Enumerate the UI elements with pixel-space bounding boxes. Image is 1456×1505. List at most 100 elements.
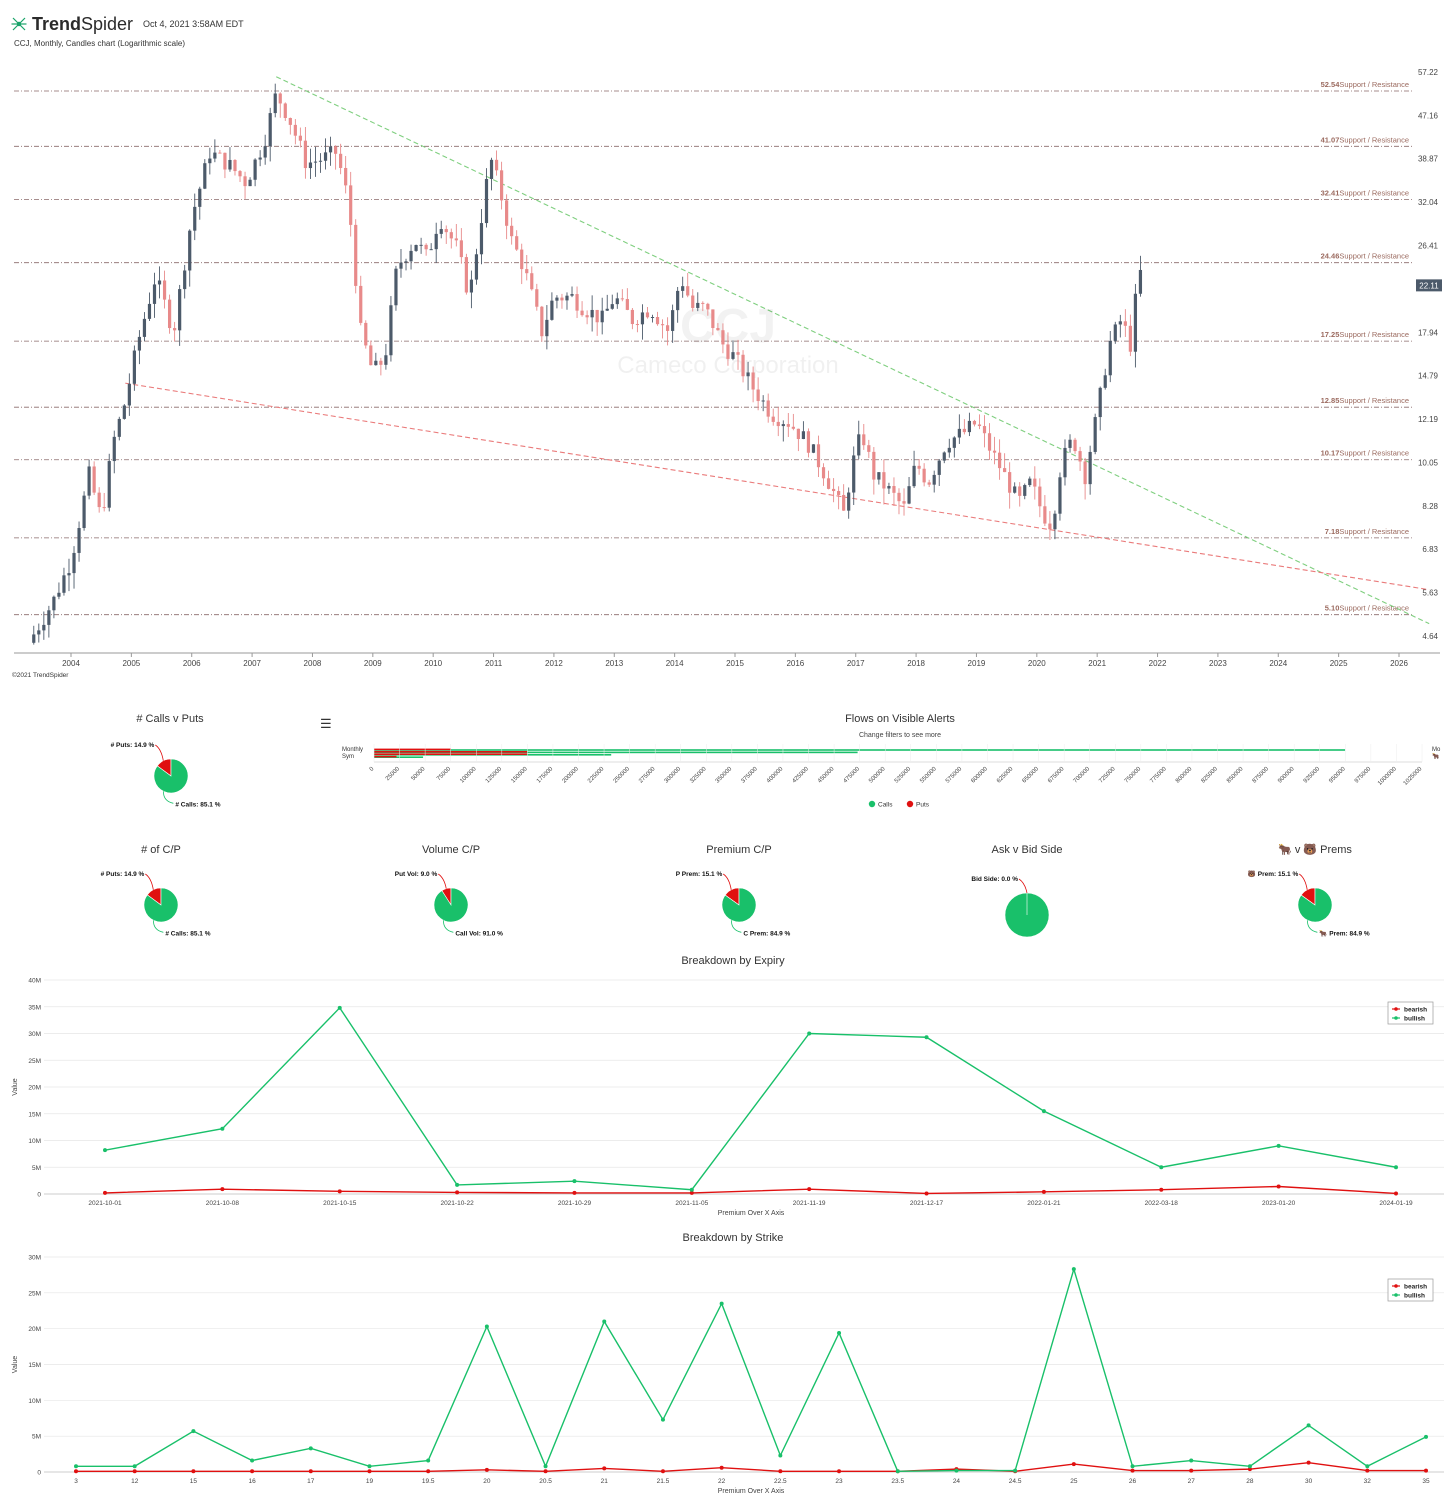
support-resistance-label: 32.41Support / Resistance — [1321, 189, 1409, 198]
candle-body — [132, 350, 136, 384]
candle-body — [1108, 340, 1112, 376]
x-tick-label: 2014 — [666, 659, 684, 668]
bull-bear-icon: 🐂 — [1432, 752, 1440, 760]
candle-body — [776, 421, 780, 427]
candle-body — [972, 420, 977, 425]
candle-body — [857, 434, 861, 456]
candle-body — [258, 157, 262, 160]
candle-body — [167, 299, 172, 329]
x-tick-label: 700000 — [1073, 766, 1092, 785]
series-point — [543, 1464, 548, 1469]
series-line-bullish — [104, 1006, 1397, 1191]
series-point — [337, 1189, 342, 1194]
candles-group — [32, 83, 1143, 645]
candle-body — [439, 229, 443, 234]
series-point — [1130, 1464, 1135, 1469]
x-tick-label: 19 — [366, 1478, 374, 1485]
candle-body — [640, 312, 645, 325]
candle-body — [47, 610, 51, 625]
candle-body — [243, 176, 247, 187]
hamburger-menu-icon[interactable]: ☰ — [320, 716, 332, 731]
y-tick-label: 6.83 — [1422, 545, 1438, 554]
candle-body — [117, 418, 121, 437]
y-tick-label: 30M — [28, 1255, 41, 1262]
candle-body — [1048, 523, 1052, 530]
x-tick-label: 2013 — [605, 659, 623, 668]
candle-body — [238, 171, 242, 177]
y-tick-label: 25M — [28, 1058, 41, 1065]
candle-body — [1038, 486, 1042, 507]
x-tick-label: 0 — [369, 766, 376, 773]
series-point — [602, 1466, 607, 1471]
candle-body — [585, 315, 589, 318]
legend-marker — [1394, 1007, 1398, 1011]
x-tick-label: 2010 — [424, 659, 442, 668]
series-point — [837, 1469, 842, 1474]
pie: Put Vol: 9.0 % Call Vol: 91.0 % — [395, 871, 503, 937]
candle-body — [1098, 387, 1102, 418]
candle-body — [394, 268, 398, 306]
chart-title: Breakdown by Strike — [683, 1232, 784, 1244]
x-tick-label: 16 — [248, 1478, 256, 1485]
pie-charts-row[interactable]: # of C/P # Puts: 14.9 % # Calls: 85.1 % Vol… — [0, 838, 1456, 948]
x-tick-label: 2020 — [1028, 659, 1046, 668]
x-tick-label: 21.5 — [657, 1478, 670, 1485]
flows-subtitle: Change filters to see more — [858, 732, 942, 739]
y-tick-label: 57.22 — [1418, 68, 1439, 77]
candlestick-chart[interactable]: 2004 2005 2006 2007 2008 2009 2010 2011 2012 2013… — [0, 55, 1456, 675]
candle-body — [77, 528, 81, 553]
x-axis-label: Premium Over X Axis — [718, 1488, 785, 1495]
candle-body — [434, 233, 438, 250]
legend-marker — [1394, 1284, 1398, 1288]
series-line-bullish — [76, 1266, 1427, 1472]
trendspider-web-icon — [11, 17, 27, 31]
candle-body — [660, 324, 665, 326]
candle-body — [696, 302, 700, 308]
x-tick-label: 400000 — [766, 766, 785, 785]
y-tick-label: 15M — [28, 1362, 41, 1369]
pie-chart-calls-v-puts[interactable]: # Puts: 14.9 % # Calls: 85.1 % — [60, 735, 280, 815]
candle-body — [213, 152, 217, 159]
candle-body — [505, 200, 509, 226]
x-tick-label: 2015 — [726, 659, 744, 668]
copyright-text: ©2021 TrendSpider — [12, 672, 69, 679]
x-tick-label: 2021-10-01 — [88, 1200, 122, 1207]
candle-body — [741, 354, 745, 377]
chart-title: Breakdown by Expiry — [681, 955, 785, 967]
candle-body — [650, 317, 655, 319]
x-tick-label: 800000 — [1175, 766, 1194, 785]
candle-body — [716, 328, 720, 331]
candle-body — [137, 336, 142, 351]
breakdown-by-strike-chart[interactable]: Breakdown by Strike Value 0 5M 10M 15M 20M 25M 3… — [0, 1227, 1456, 1503]
pie: # Puts: 14.9 % # Calls: 85.1 % — [111, 742, 221, 808]
x-tick-label: 350000 — [715, 766, 734, 785]
x-tick-label: 20 — [483, 1478, 491, 1485]
pie-label-connector — [1298, 873, 1308, 890]
x-tick-label: 950000 — [1328, 766, 1347, 785]
series-point — [426, 1469, 431, 1474]
x-tick-label: 19.5 — [422, 1478, 435, 1485]
series-point — [1247, 1464, 1252, 1469]
pie-label-connector — [155, 744, 164, 761]
candle-body — [459, 240, 463, 258]
x-tick-label: 225000 — [587, 766, 606, 785]
series-point — [1071, 1462, 1076, 1467]
pie-label-connector — [730, 920, 742, 933]
x-tick-label: 2021-10-15 — [323, 1200, 357, 1207]
x-tick-label: 175000 — [536, 766, 555, 785]
x-tick-label: 150000 — [510, 766, 529, 785]
candle-body — [298, 135, 302, 141]
series-point — [250, 1458, 255, 1463]
x-tick-label: 675000 — [1047, 766, 1066, 785]
candle-body — [414, 245, 418, 251]
candle-body — [756, 389, 760, 402]
series-point — [74, 1469, 78, 1474]
x-tick-label: 2024 — [1269, 659, 1287, 668]
x-tick-label: 12 — [131, 1478, 139, 1485]
legend-swatch-puts — [906, 800, 914, 808]
x-tick-label: 575000 — [945, 766, 964, 785]
breakdown-by-expiry-chart[interactable]: Breakdown by Expiry Value 0 5M 10M 15M 20M 25M 3… — [0, 950, 1456, 1222]
legend-label: Puts — [916, 802, 930, 809]
support-resistance-label: 41.07Support / Resistance — [1321, 135, 1409, 144]
